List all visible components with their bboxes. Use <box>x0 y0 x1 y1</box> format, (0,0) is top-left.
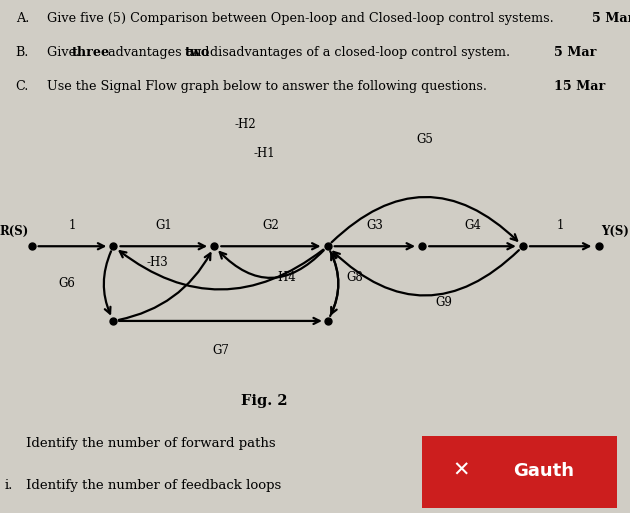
Text: i.: i. <box>4 479 13 492</box>
Text: G6: G6 <box>59 277 76 290</box>
Text: Fig. 2: Fig. 2 <box>241 394 288 408</box>
Text: disadvantages of a closed-loop control system.: disadvantages of a closed-loop control s… <box>206 46 510 59</box>
Text: 5 Mar: 5 Mar <box>592 12 630 25</box>
Text: Use the Signal Flow graph below to answer the following questions.: Use the Signal Flow graph below to answe… <box>47 80 487 93</box>
Text: -H1: -H1 <box>254 147 275 160</box>
Text: 5 Mar: 5 Mar <box>554 46 597 59</box>
Text: three: three <box>72 46 110 59</box>
Text: Y(S): Y(S) <box>602 225 629 238</box>
Text: G7: G7 <box>212 344 229 357</box>
Text: A.: A. <box>16 12 29 25</box>
Text: 1: 1 <box>69 219 76 232</box>
Text: Gauth: Gauth <box>513 462 574 480</box>
Text: -H3: -H3 <box>147 256 168 269</box>
Text: 15 Mar: 15 Mar <box>554 80 605 93</box>
Text: G5: G5 <box>417 133 433 146</box>
Text: Give five (5) Comparison between Open-loop and Closed-loop control systems.: Give five (5) Comparison between Open-lo… <box>47 12 554 25</box>
Text: Identify the number of forward paths: Identify the number of forward paths <box>26 437 275 450</box>
Text: ✕: ✕ <box>452 461 470 481</box>
Text: G8: G8 <box>346 271 364 284</box>
Text: two: two <box>185 46 210 59</box>
Text: advantages and: advantages and <box>104 46 214 59</box>
Text: Give: Give <box>47 46 81 59</box>
FancyBboxPatch shape <box>410 435 627 509</box>
Text: C.: C. <box>16 80 29 93</box>
Text: R(S): R(S) <box>0 225 28 238</box>
Text: Identify the number of feedback loops: Identify the number of feedback loops <box>26 479 281 492</box>
Text: -H2: -H2 <box>235 119 256 131</box>
Text: G9: G9 <box>436 297 452 309</box>
Text: G2: G2 <box>263 219 279 232</box>
Text: 1: 1 <box>557 219 564 232</box>
Text: B.: B. <box>16 46 29 59</box>
Text: G1: G1 <box>156 219 172 232</box>
Text: G4: G4 <box>464 219 481 232</box>
Text: -H4: -H4 <box>274 271 296 284</box>
Text: G3: G3 <box>367 219 383 232</box>
